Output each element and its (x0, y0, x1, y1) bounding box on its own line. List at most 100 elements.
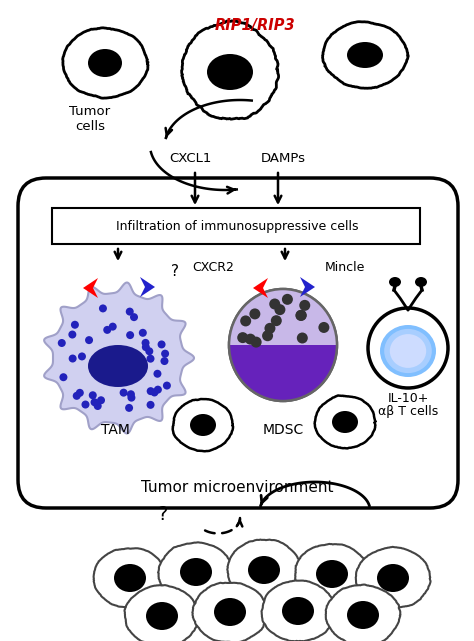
Polygon shape (83, 278, 98, 298)
Text: RIP1/RIP3: RIP1/RIP3 (215, 17, 295, 33)
Circle shape (139, 329, 147, 337)
Circle shape (99, 304, 107, 312)
Ellipse shape (380, 325, 436, 377)
Text: Tumor
cells: Tumor cells (69, 105, 110, 133)
Ellipse shape (316, 560, 348, 588)
Ellipse shape (384, 329, 432, 373)
Circle shape (127, 390, 135, 398)
Ellipse shape (377, 564, 409, 592)
Circle shape (125, 404, 133, 412)
Circle shape (130, 313, 138, 321)
Ellipse shape (282, 597, 314, 625)
Text: CXCR2: CXCR2 (192, 260, 234, 274)
Ellipse shape (347, 42, 383, 68)
Circle shape (264, 323, 275, 334)
Circle shape (126, 331, 134, 339)
Polygon shape (356, 547, 430, 608)
Circle shape (157, 340, 165, 349)
Polygon shape (262, 581, 336, 641)
Ellipse shape (180, 558, 212, 586)
Circle shape (103, 326, 111, 334)
Polygon shape (229, 345, 337, 401)
Circle shape (150, 388, 158, 397)
Circle shape (161, 357, 168, 365)
Circle shape (146, 347, 153, 355)
Ellipse shape (214, 598, 246, 626)
Circle shape (126, 308, 134, 315)
Polygon shape (182, 21, 279, 119)
Circle shape (68, 331, 76, 338)
Ellipse shape (88, 345, 148, 387)
Ellipse shape (207, 54, 253, 90)
Circle shape (154, 370, 162, 378)
Ellipse shape (390, 334, 426, 368)
FancyBboxPatch shape (52, 208, 420, 244)
Polygon shape (93, 548, 168, 608)
Polygon shape (229, 289, 337, 345)
Ellipse shape (114, 564, 146, 592)
Circle shape (262, 330, 273, 341)
Polygon shape (227, 540, 302, 601)
Circle shape (161, 350, 169, 358)
Text: MDSC: MDSC (263, 423, 304, 437)
Circle shape (58, 339, 66, 347)
Ellipse shape (389, 277, 401, 287)
Circle shape (128, 394, 136, 402)
Text: Tumor microenvironment: Tumor microenvironment (141, 479, 333, 494)
Text: ?: ? (171, 263, 179, 278)
Circle shape (78, 353, 86, 360)
Circle shape (319, 322, 329, 333)
Text: Infiltration of immunosuppressive cells: Infiltration of immunosuppressive cells (116, 219, 358, 233)
Circle shape (295, 310, 306, 321)
Text: Mincle: Mincle (325, 260, 365, 274)
Text: ?: ? (158, 506, 168, 524)
Circle shape (73, 392, 81, 400)
Polygon shape (326, 585, 401, 641)
Circle shape (146, 387, 155, 395)
Ellipse shape (347, 601, 379, 629)
Circle shape (269, 299, 280, 310)
Circle shape (297, 333, 308, 344)
Circle shape (154, 386, 162, 394)
Circle shape (271, 315, 282, 326)
Text: IL-10+: IL-10+ (387, 392, 428, 404)
Circle shape (237, 332, 248, 343)
Circle shape (282, 294, 293, 305)
Circle shape (109, 322, 117, 331)
Circle shape (146, 401, 155, 409)
Polygon shape (125, 585, 199, 641)
Polygon shape (44, 283, 194, 433)
Circle shape (299, 300, 310, 311)
Polygon shape (323, 22, 408, 88)
Circle shape (274, 304, 285, 315)
Polygon shape (158, 542, 233, 602)
Circle shape (76, 389, 84, 397)
Circle shape (59, 373, 67, 381)
Polygon shape (140, 277, 155, 297)
Polygon shape (295, 544, 370, 604)
Circle shape (249, 308, 260, 319)
Text: αβ T cells: αβ T cells (378, 406, 438, 419)
Text: TAM: TAM (100, 423, 129, 437)
Polygon shape (192, 583, 267, 641)
Circle shape (82, 401, 90, 408)
Ellipse shape (88, 49, 122, 77)
Circle shape (240, 315, 251, 326)
Circle shape (163, 381, 171, 390)
Circle shape (368, 308, 448, 388)
Polygon shape (253, 278, 268, 298)
Polygon shape (63, 28, 148, 98)
Circle shape (146, 354, 155, 363)
Circle shape (89, 391, 97, 399)
Ellipse shape (332, 411, 358, 433)
Polygon shape (300, 277, 315, 297)
Ellipse shape (248, 556, 280, 584)
Circle shape (296, 310, 307, 320)
Circle shape (71, 320, 79, 329)
Text: DAMPs: DAMPs (261, 151, 306, 165)
Circle shape (85, 336, 93, 344)
Circle shape (94, 402, 102, 410)
FancyBboxPatch shape (18, 178, 458, 508)
Circle shape (251, 337, 262, 347)
Ellipse shape (146, 602, 178, 630)
